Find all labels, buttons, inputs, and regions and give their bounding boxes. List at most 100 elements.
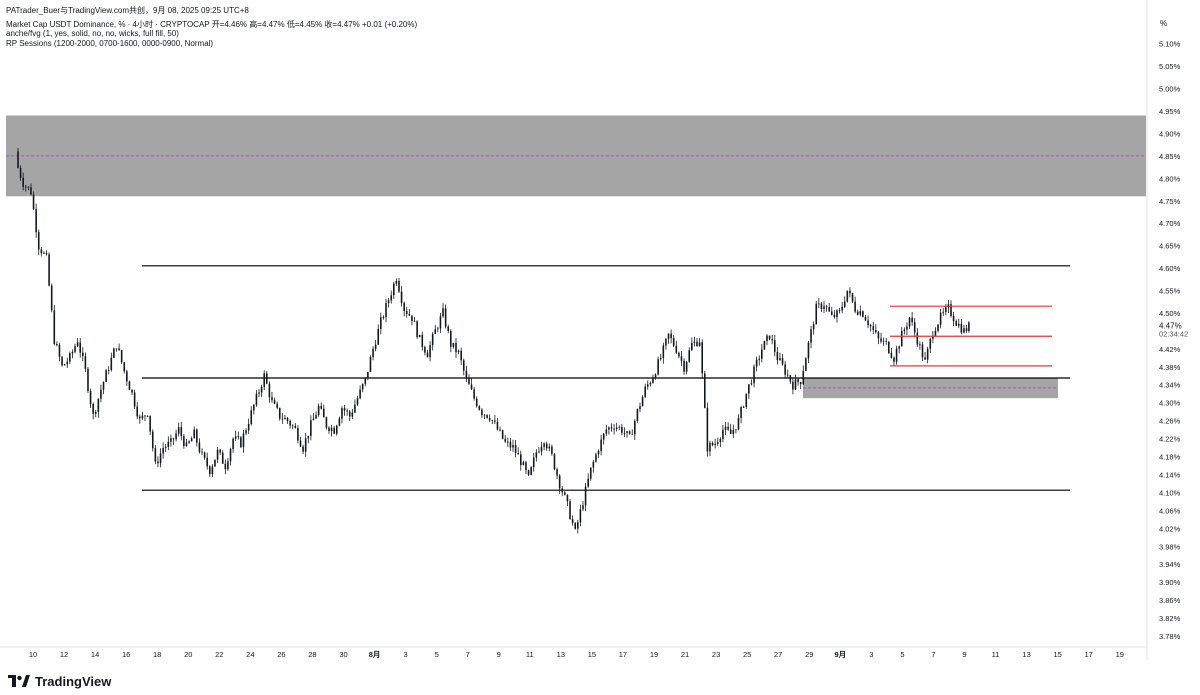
candle — [722, 425, 724, 442]
candle-body — [74, 346, 76, 352]
candle — [642, 395, 644, 406]
candle-body — [152, 432, 154, 449]
candle-body — [665, 339, 667, 346]
candle-body — [854, 302, 856, 312]
candle-body — [714, 444, 716, 445]
candle-body — [266, 373, 268, 383]
candle — [219, 449, 221, 455]
candle-body — [484, 415, 486, 416]
time-axis[interactable]: 10121416182022242628308月3579111315171921… — [29, 650, 1124, 659]
candle — [904, 327, 906, 334]
candle-body — [696, 342, 698, 346]
candle-body — [507, 442, 509, 443]
price-tick-label: 3.78% — [1159, 632, 1181, 641]
candle-body — [237, 436, 239, 437]
candle — [266, 371, 268, 384]
candle-body — [491, 420, 493, 421]
candle-countdown: 02:34:42 — [1159, 329, 1188, 338]
candle-body — [748, 384, 750, 393]
candle-body — [888, 342, 890, 353]
candle-body — [103, 382, 105, 390]
candle-body — [577, 522, 579, 528]
candle-body — [603, 434, 605, 440]
candle-body — [924, 357, 926, 359]
candle — [209, 465, 211, 477]
candle-body — [942, 312, 944, 313]
candle-body — [385, 303, 387, 317]
candle-body — [292, 426, 294, 427]
candle-body — [828, 307, 830, 311]
candle-body — [168, 442, 170, 447]
candle — [108, 366, 110, 374]
candle — [354, 400, 356, 414]
candle-body — [841, 307, 843, 311]
candle-body — [375, 345, 377, 349]
candle-body — [919, 344, 921, 345]
candle — [966, 325, 968, 333]
candle-body — [481, 410, 483, 415]
candle-body — [699, 342, 701, 346]
candle-body — [681, 356, 683, 360]
price-unit-label[interactable]: % — [1160, 19, 1167, 28]
candle-body — [289, 421, 291, 426]
candle — [758, 355, 760, 365]
candle-body — [660, 358, 662, 359]
candle-body — [41, 249, 43, 253]
candle — [398, 278, 400, 293]
candle-body — [740, 407, 742, 418]
candle-body — [756, 360, 758, 367]
candle — [170, 435, 172, 447]
candle — [590, 467, 592, 480]
candle-body — [510, 442, 512, 448]
candle-body — [100, 390, 102, 399]
candle — [756, 357, 758, 372]
candle — [738, 414, 740, 430]
candle — [59, 343, 61, 362]
candle-body — [43, 253, 45, 254]
candle — [504, 435, 506, 443]
candle-body — [805, 358, 807, 370]
candle — [142, 412, 144, 420]
price-tick-label: 4.50% — [1159, 309, 1181, 318]
candle-body — [136, 407, 138, 417]
candle — [491, 420, 493, 424]
candle-body — [339, 418, 341, 425]
candle-body — [875, 330, 877, 332]
candle-body — [968, 322, 970, 331]
candle-body — [906, 326, 908, 329]
candle — [808, 341, 810, 363]
candle — [64, 364, 66, 366]
candle-body — [580, 509, 582, 522]
price-tick-label: 4.38% — [1159, 363, 1181, 372]
candle-body — [639, 406, 641, 409]
candle-body — [219, 450, 221, 453]
candle-body — [90, 391, 92, 404]
candle — [559, 474, 561, 494]
time-tick-label: 17 — [1085, 650, 1093, 659]
time-tick-label: 9月 — [834, 650, 846, 659]
tradingview-logo[interactable]: TradingView — [8, 673, 111, 689]
candle — [460, 347, 462, 365]
candle — [606, 425, 608, 436]
candle-body — [30, 187, 32, 194]
time-tick-label: 17 — [619, 650, 627, 659]
candle-body — [38, 232, 40, 249]
candle — [77, 338, 79, 347]
candle-body — [606, 430, 608, 434]
price-tick-label: 4.42% — [1159, 345, 1181, 354]
candle-body — [354, 405, 356, 413]
price-tick-label: 4.18% — [1159, 453, 1181, 462]
candle-body — [541, 447, 543, 452]
candle — [727, 422, 729, 431]
candle — [72, 349, 74, 358]
candle — [105, 369, 107, 382]
candle-body — [546, 443, 548, 448]
candle — [409, 309, 411, 316]
candle — [686, 361, 688, 375]
candle — [61, 356, 63, 367]
candle-body — [914, 322, 916, 332]
candle — [206, 453, 208, 470]
candle — [131, 389, 133, 395]
price-axis[interactable]: 5.10%5.05%5.00%4.95%4.90%4.85%4.80%4.75%… — [1159, 40, 1181, 641]
